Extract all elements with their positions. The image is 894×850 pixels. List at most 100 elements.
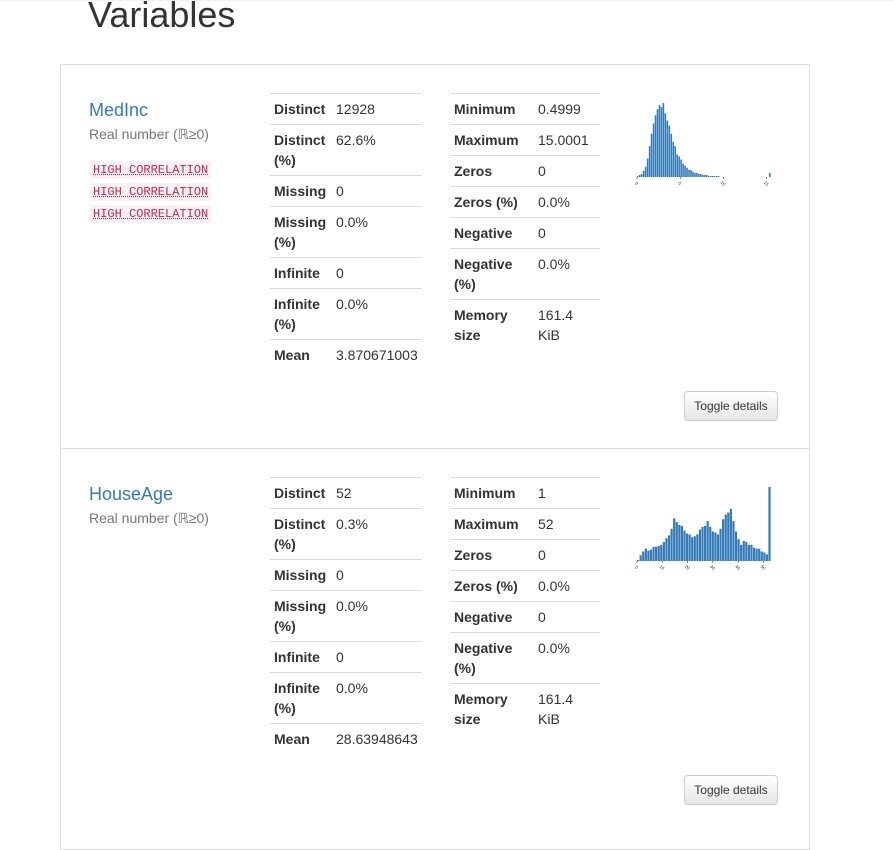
table-row: Missing 0 bbox=[270, 559, 422, 591]
stat-label: Infinite (%) bbox=[270, 672, 332, 724]
stat-label: Distinct (%) bbox=[270, 124, 332, 176]
histogram-bar bbox=[637, 560, 640, 561]
stat-value: 0.4999 bbox=[534, 93, 600, 125]
stat-label: Infinite bbox=[270, 257, 332, 289]
histogram-bar bbox=[678, 156, 680, 177]
histogram-bar bbox=[664, 113, 667, 177]
histogram-bar bbox=[639, 555, 642, 561]
histogram-bar bbox=[642, 170, 645, 177]
alert-badge[interactable]: HIGH CORRELATION bbox=[90, 205, 212, 223]
axis-tick-label: 20 bbox=[684, 564, 691, 571]
histogram-bar bbox=[675, 522, 678, 561]
table-row: Infinite 0 bbox=[270, 641, 422, 673]
histogram-bar bbox=[673, 518, 676, 561]
histogram-bar bbox=[769, 172, 771, 177]
histogram-chart[interactable]: 0 10 20 30 40 50 bbox=[629, 479, 779, 589]
stat-label: Maximum bbox=[450, 124, 534, 156]
table-row: Mean 3.870671003 bbox=[270, 339, 422, 370]
histogram-bar bbox=[691, 537, 694, 561]
stats-table-left: Distinct 12928 Distinct (%) 62.6% Missing 0… bbox=[270, 93, 422, 370]
stat-label: Missing (%) bbox=[270, 590, 332, 642]
table-row: Infinite (%) 0.0% bbox=[270, 672, 422, 724]
variable-panel-medinc: MedInc Real number (ℝ≥0) HIGH CORRELATIO… bbox=[60, 64, 810, 449]
table-row: Maximum 52 bbox=[450, 508, 600, 540]
axis-tick-label: 10 bbox=[658, 564, 665, 571]
table-row: Memory size 161.4 KiB bbox=[450, 299, 600, 350]
stat-value: 0.0% bbox=[332, 288, 422, 340]
histogram-bar bbox=[637, 175, 639, 177]
stat-label: Negative bbox=[450, 217, 534, 249]
stat-value: 0 bbox=[332, 257, 422, 289]
table-row: Infinite 0 bbox=[270, 257, 422, 289]
histogram-bar bbox=[704, 525, 707, 561]
histogram-bar bbox=[672, 142, 675, 177]
variable-name-link[interactable]: MedInc bbox=[89, 100, 149, 120]
stat-label: Distinct bbox=[270, 93, 332, 125]
histogram-bar bbox=[662, 542, 665, 561]
histogram-bar bbox=[655, 546, 658, 561]
histogram-bar bbox=[684, 165, 686, 177]
stat-value: 0.0% bbox=[332, 206, 422, 258]
histogram-bar bbox=[704, 174, 706, 177]
stat-label: Zeros (%) bbox=[450, 570, 534, 602]
stat-value: 12928 bbox=[332, 93, 422, 125]
histogram-bar bbox=[698, 529, 702, 561]
stat-label: Mean bbox=[270, 723, 332, 754]
histogram-bar bbox=[692, 171, 694, 177]
stat-label: Negative (%) bbox=[450, 248, 534, 300]
histogram-bar bbox=[685, 533, 689, 561]
histogram-bar bbox=[696, 172, 698, 177]
table-row: Maximum 15.0001 bbox=[450, 124, 600, 156]
stat-value: 28.63948643 bbox=[332, 723, 422, 754]
histogram-bar bbox=[686, 167, 688, 177]
histogram-bar bbox=[709, 175, 712, 177]
stat-value: 0 bbox=[534, 155, 600, 187]
histogram-bar bbox=[640, 173, 643, 177]
histogram-bar bbox=[727, 512, 730, 561]
histogram-bar bbox=[713, 175, 716, 177]
histogram-bar bbox=[678, 524, 681, 561]
histogram-bar bbox=[729, 508, 732, 561]
axis-tick-label: 5 bbox=[677, 181, 683, 187]
axis-tick-label: 40 bbox=[734, 564, 741, 571]
alert-badge[interactable]: HIGH CORRELATION bbox=[90, 183, 212, 201]
histogram-bar bbox=[752, 547, 756, 561]
histogram-bar bbox=[701, 526, 704, 561]
toggle-details-button[interactable]: Toggle details bbox=[684, 775, 778, 805]
stat-label: Infinite (%) bbox=[270, 288, 332, 340]
stat-value: 0.0% bbox=[534, 186, 600, 218]
histogram-bar bbox=[714, 532, 717, 561]
histogram-bar bbox=[654, 115, 657, 177]
variable-name-link[interactable]: HouseAge bbox=[89, 484, 174, 504]
histogram-bar bbox=[676, 154, 678, 177]
histogram-bar bbox=[688, 169, 690, 177]
histogram-bar bbox=[683, 530, 686, 561]
table-row: Distinct 52 bbox=[270, 477, 422, 509]
histogram-bar bbox=[656, 109, 659, 177]
stat-value: 0.3% bbox=[332, 508, 422, 560]
stat-value: 1 bbox=[534, 477, 600, 509]
histogram-bar bbox=[760, 551, 763, 561]
stat-value: 0.0% bbox=[534, 632, 600, 684]
stat-label: Missing (%) bbox=[270, 206, 332, 258]
variable-panel-houseage: HouseAge Real number (ℝ≥0) Distinct 52 Di… bbox=[60, 448, 810, 850]
histogram-bar bbox=[717, 175, 720, 177]
histogram-bar bbox=[657, 545, 660, 561]
stats-table-left: Distinct 52 Distinct (%) 0.3% Missing 0 Mis… bbox=[270, 477, 422, 754]
alert-badge[interactable]: HIGH CORRELATION bbox=[90, 161, 212, 179]
variable-type: Real number (ℝ≥0) bbox=[89, 510, 209, 526]
histogram-bar bbox=[682, 163, 684, 177]
histogram-bar bbox=[715, 175, 718, 177]
table-row: Distinct (%) 62.6% bbox=[270, 124, 422, 176]
histogram-chart[interactable]: 0 5 10 15 bbox=[629, 95, 779, 205]
histogram-bar bbox=[667, 535, 671, 561]
toggle-details-button[interactable]: Toggle details bbox=[684, 391, 778, 421]
histogram-bar bbox=[700, 173, 702, 177]
table-row: Distinct (%) 0.3% bbox=[270, 508, 422, 560]
axis-tick-label: 50 bbox=[760, 564, 767, 571]
stat-value: 0 bbox=[534, 217, 600, 249]
histogram-bar bbox=[668, 125, 671, 177]
histogram-bar bbox=[652, 123, 655, 177]
histogram-bar bbox=[690, 169, 692, 177]
histogram-bar bbox=[745, 542, 748, 561]
